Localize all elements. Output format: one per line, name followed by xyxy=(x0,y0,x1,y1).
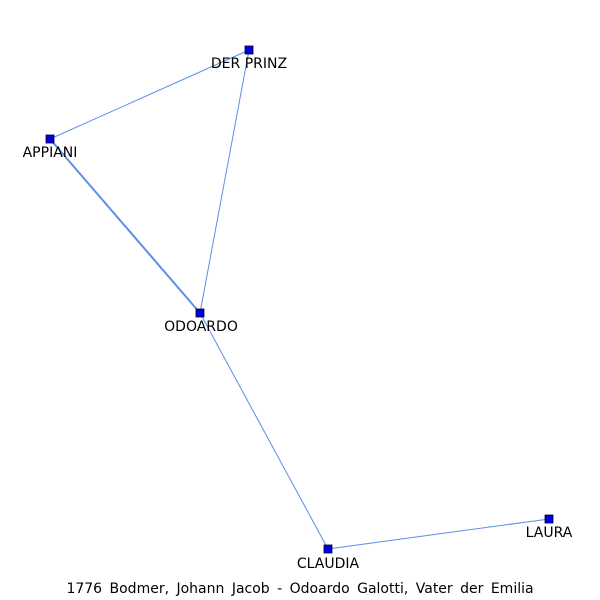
node-claudia[interactable] xyxy=(323,544,333,554)
node-label-laura: LAURA xyxy=(526,525,573,541)
node-laura[interactable] xyxy=(544,514,554,524)
node-label-claudia: CLAUDIA xyxy=(297,556,360,572)
edge-appiani-prinz xyxy=(49,49,250,140)
network-labels: DER PRINZ APPIANI ODOARDO CLAUDIA LAURA xyxy=(23,56,573,572)
network-nodes xyxy=(45,45,554,554)
node-label-appiani: APPIANI xyxy=(23,145,78,161)
network-edges xyxy=(49,49,550,550)
edge-prinz-odoardo xyxy=(199,49,250,314)
node-appiani[interactable] xyxy=(45,134,55,144)
graph-caption: 1776 Bodmer, Johann Jacob - Odoardo Galo… xyxy=(66,581,534,597)
node-label-odoardo: ODOARDO xyxy=(164,319,238,335)
node-prinz[interactable] xyxy=(244,45,254,55)
node-odoardo[interactable] xyxy=(195,308,205,318)
edge-odoardo-claudia xyxy=(199,312,329,550)
node-label-prinz: DER PRINZ xyxy=(211,56,287,72)
edge-claudia-laura xyxy=(327,518,550,550)
edge-appiani-odoardo xyxy=(49,138,201,314)
